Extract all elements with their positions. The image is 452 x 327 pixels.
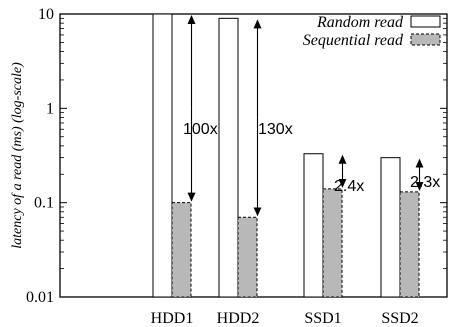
y-tick-label: 0.1 [34,195,54,212]
legend-swatch [410,15,441,28]
x-tick-label: SSD1 [304,310,341,327]
ratio-label: 100x [183,121,218,138]
bar-sequential-hdd1 [171,202,192,298]
ratio-label: 2.3x [410,174,440,191]
axes: 10 1 0.1 0.01 latency of a read (ms) (log-sc… [10,6,448,327]
bar-sequential-ssd1 [322,188,343,298]
bar-random-hdd1 [152,13,173,298]
y-tick-label: 10 [38,6,54,23]
x-tick-label: HDD2 [217,310,260,327]
y-tick-label: 0.01 [26,289,54,306]
legend-label: Random read [316,14,404,31]
bar-sequential-hdd2 [237,216,258,298]
y-tick-label: 1 [46,100,54,117]
bar-random-ssd1 [303,153,324,298]
x-tick-label: SSD2 [381,310,418,327]
ratio-label: 130x [258,121,293,138]
ratio-label: 2.4x [334,178,364,195]
x-tick-label: HDD1 [151,310,194,327]
y-axis-label: latency of a read (ms) (log-scale) [10,62,25,249]
bars [152,13,420,298]
annotations: 100x 130x 2.4x 2.3x [183,15,440,217]
legend-label: Sequential read [303,32,404,49]
bar-random-ssd2 [380,157,401,298]
bar-random-hdd2 [218,17,239,298]
legend-swatch [410,33,441,46]
bar-sequential-ssd2 [399,191,420,298]
